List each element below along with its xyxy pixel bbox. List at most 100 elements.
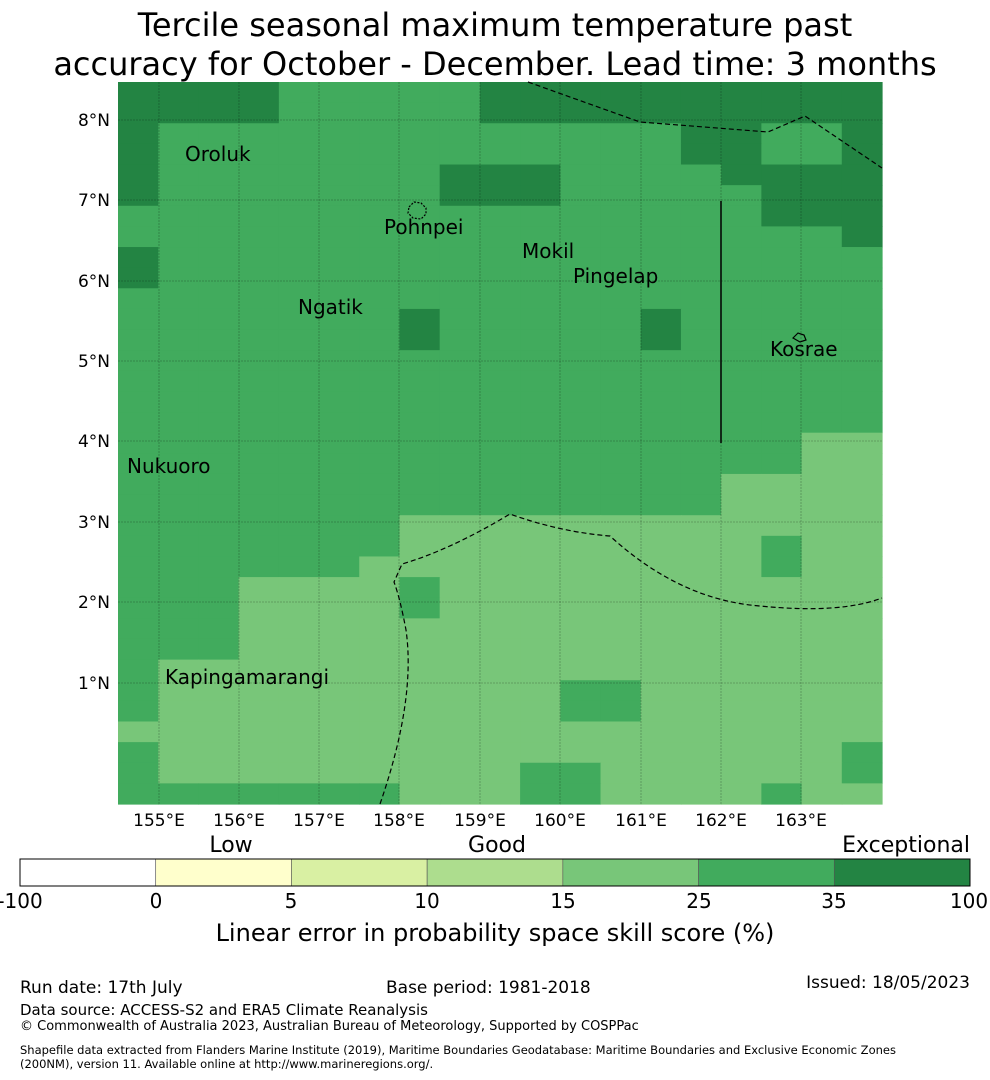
grid-cell	[198, 185, 240, 207]
grid-cell	[158, 123, 200, 145]
grid-cell	[278, 288, 320, 310]
grid-cell	[439, 494, 481, 516]
grid-cell	[439, 762, 481, 784]
grid-cell	[118, 638, 159, 661]
grid-cell	[520, 597, 561, 619]
grid-cell	[841, 350, 883, 372]
grid-cell	[680, 535, 722, 558]
grid-cell	[319, 556, 360, 578]
grid-cell	[600, 535, 642, 558]
data-source: Data source: ACCESS-S2 and ERA5 Climate …	[20, 1001, 428, 1019]
grid-cell	[399, 742, 441, 764]
grid-cell	[600, 350, 642, 372]
grid-cell	[721, 618, 762, 640]
grid-cell	[399, 391, 441, 413]
grid-cell	[359, 556, 401, 578]
grid-cell	[801, 432, 843, 454]
grid-cell	[680, 597, 722, 619]
grid-cell	[439, 515, 481, 537]
grid-cell	[399, 82, 441, 104]
grid-cell	[841, 370, 883, 393]
grid-cell	[158, 659, 200, 681]
grid-cell	[158, 267, 200, 289]
grid-cell	[640, 577, 682, 599]
grid-cell	[801, 143, 843, 166]
grid-cell	[520, 308, 561, 331]
grid-cell	[118, 659, 159, 681]
grid-cell	[118, 308, 159, 331]
grid-cell	[198, 412, 240, 434]
grid-cell	[118, 453, 159, 475]
colorbar-segment	[833, 858, 971, 887]
grid-cell	[761, 123, 803, 145]
grid-cell	[439, 102, 481, 124]
grid-cell	[439, 370, 481, 393]
grid-cell	[520, 82, 561, 104]
grid-cell	[680, 226, 722, 248]
grid-cell	[721, 308, 762, 331]
grid-cell	[439, 577, 481, 599]
grid-cell	[319, 185, 360, 207]
colorbar-tick-label: -100	[0, 889, 43, 913]
grid-cell	[198, 453, 240, 475]
grid-cell	[198, 783, 240, 805]
grid-cell	[439, 185, 481, 207]
grid-cell	[198, 102, 240, 124]
grid-cell	[439, 432, 481, 454]
grid-cell	[399, 226, 441, 248]
grid-cell	[319, 288, 360, 310]
grid-cell	[399, 700, 441, 723]
legend-category-exceptional: Exceptional	[842, 833, 970, 858]
grid-cell	[359, 308, 401, 331]
grid-cell	[560, 473, 602, 496]
grid-cell	[841, 329, 883, 351]
grid-cell	[198, 226, 240, 248]
grid-cell	[479, 762, 521, 784]
grid-cell	[761, 226, 803, 248]
grid-cell	[118, 597, 159, 619]
grid-cell	[600, 82, 642, 104]
grid-cell	[439, 618, 481, 640]
kosrae-island-outline	[792, 332, 807, 343]
grid-cell	[640, 680, 682, 702]
grid-cell	[479, 370, 521, 393]
grid-cell	[841, 535, 883, 558]
grid-cell	[118, 742, 159, 764]
legend-categories: Low Good Exceptional	[209, 833, 970, 858]
grid-cell	[479, 556, 521, 578]
grid-cell	[198, 597, 240, 619]
grid-cell	[399, 618, 441, 640]
grid-cell	[841, 288, 883, 310]
grid-cell	[359, 700, 401, 723]
grid-cell	[721, 515, 762, 537]
grid-cell	[520, 329, 561, 351]
grid-cell	[841, 494, 883, 516]
grid-cell	[238, 143, 280, 166]
grid-cell	[600, 494, 642, 516]
grid-cell	[158, 618, 200, 640]
grid-cell	[560, 515, 602, 537]
grid-cell	[359, 185, 401, 207]
grid-cell	[600, 288, 642, 310]
grid-cell	[600, 267, 642, 289]
grid-cell	[439, 82, 481, 104]
grid-cell	[841, 412, 883, 434]
grid-cell	[801, 742, 843, 764]
grid-cell	[158, 247, 200, 269]
grid-cell	[560, 267, 602, 289]
grid-cell	[118, 185, 159, 207]
grid-cell	[520, 143, 561, 166]
grid-cell	[560, 556, 602, 578]
grid-cell	[439, 453, 481, 475]
grid-cell	[359, 205, 401, 227]
grid-cell	[238, 329, 280, 351]
grid-cell	[560, 742, 602, 764]
grid-cell	[359, 226, 401, 248]
grid-cell	[278, 185, 320, 207]
grid-cell	[439, 742, 481, 764]
grid-cell	[640, 288, 682, 310]
grid-cell	[560, 535, 602, 558]
grid-cell	[118, 762, 159, 784]
grid-cell	[238, 700, 280, 723]
grid-cell	[479, 164, 521, 186]
